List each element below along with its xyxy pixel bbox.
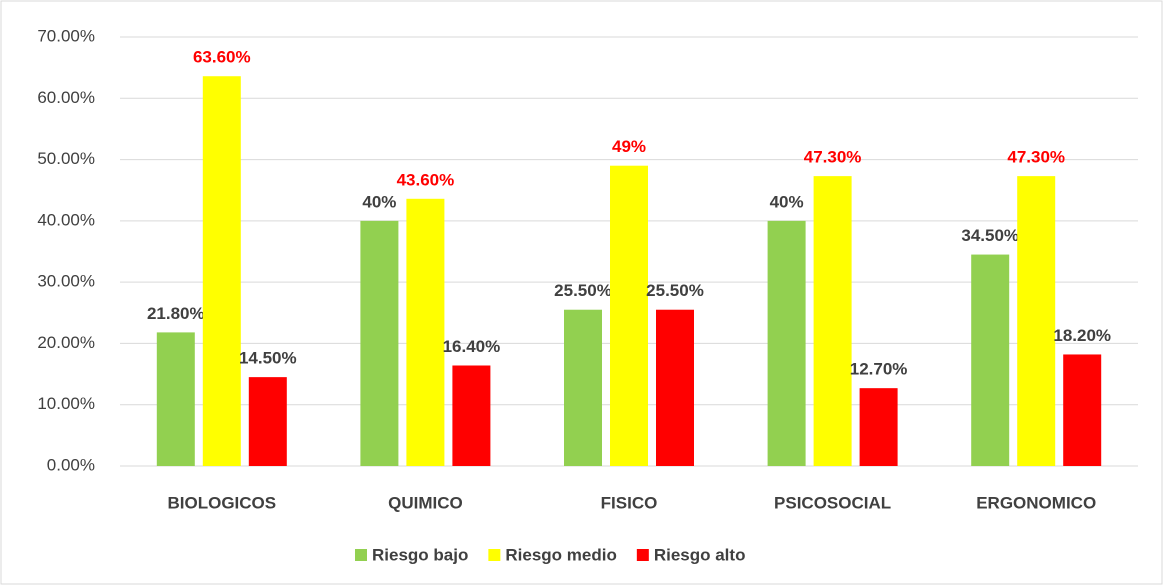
x-tick-label: FISICO bbox=[601, 493, 658, 512]
bar bbox=[610, 165, 648, 466]
y-tick-label: 70.00% bbox=[37, 26, 95, 45]
bar bbox=[1063, 354, 1102, 466]
y-tick-label: 40.00% bbox=[37, 210, 95, 229]
legend-swatch bbox=[355, 549, 367, 561]
x-tick-label: PSICOSOCIAL bbox=[774, 493, 891, 512]
legend-label: Riesgo medio bbox=[505, 545, 616, 564]
value-label: 43.60% bbox=[397, 170, 455, 189]
bar bbox=[767, 220, 806, 466]
value-label: 63.60% bbox=[193, 48, 251, 67]
value-label: 49% bbox=[612, 137, 646, 156]
bar bbox=[452, 365, 491, 466]
y-tick-label: 10.00% bbox=[37, 394, 95, 413]
y-tick-label: 60.00% bbox=[37, 88, 95, 107]
value-label: 25.50% bbox=[554, 281, 612, 300]
value-label: 34.50% bbox=[961, 226, 1019, 245]
x-tick-label: BIOLOGICOS bbox=[167, 493, 276, 512]
bar bbox=[406, 198, 445, 466]
bar bbox=[156, 332, 195, 466]
value-label: 47.30% bbox=[1007, 148, 1065, 167]
bar bbox=[859, 388, 898, 466]
value-label: 21.80% bbox=[147, 304, 205, 323]
bar bbox=[1017, 176, 1056, 466]
legend-label: Riesgo bajo bbox=[372, 545, 468, 564]
x-tick-label: ERGONOMICO bbox=[976, 493, 1096, 512]
value-label: 16.40% bbox=[443, 337, 501, 356]
value-label: 47.30% bbox=[804, 148, 862, 167]
y-tick-label: 20.00% bbox=[37, 333, 95, 352]
y-tick-label: 50.00% bbox=[37, 149, 95, 168]
bar bbox=[248, 377, 287, 466]
legend-swatch bbox=[488, 549, 501, 561]
value-label: 40% bbox=[362, 192, 396, 211]
y-tick-label: 0.00% bbox=[47, 455, 95, 474]
bar bbox=[656, 309, 694, 466]
value-label: 40% bbox=[770, 192, 804, 211]
bar bbox=[202, 76, 241, 467]
value-label: 14.50% bbox=[239, 349, 297, 368]
legend-label: Riesgo alto bbox=[654, 545, 746, 564]
value-label: 25.50% bbox=[646, 281, 704, 300]
bar bbox=[564, 309, 602, 466]
x-tick-label: QUIMICO bbox=[388, 493, 463, 512]
bar bbox=[360, 220, 399, 466]
value-label: 12.70% bbox=[850, 360, 908, 379]
legend-swatch bbox=[636, 549, 649, 561]
bar bbox=[971, 254, 1010, 466]
value-label: 18.20% bbox=[1053, 326, 1111, 345]
y-tick-label: 30.00% bbox=[37, 272, 95, 291]
bar bbox=[813, 176, 852, 466]
